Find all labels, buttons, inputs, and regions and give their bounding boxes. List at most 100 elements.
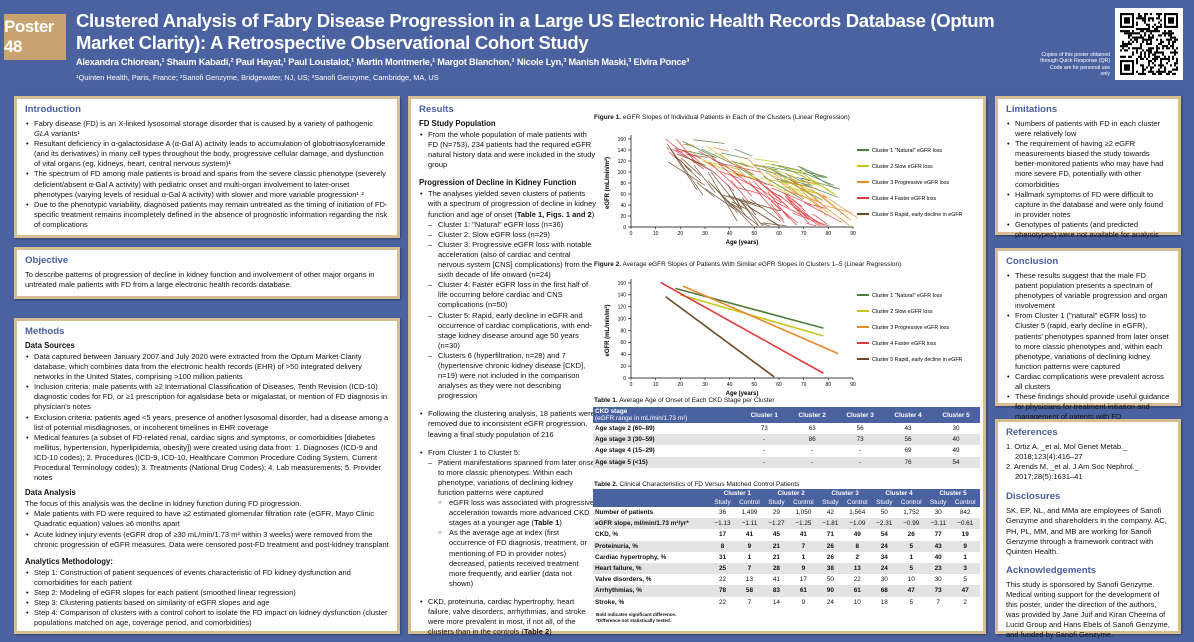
qr-module — [1150, 49, 1152, 52]
section-heading: Introduction — [25, 104, 81, 115]
qr-module — [1144, 38, 1146, 41]
subcolumn-header: Control — [896, 498, 926, 507]
qr-module — [1136, 57, 1138, 61]
qr-module — [1170, 45, 1172, 48]
qr-module — [1152, 34, 1154, 37]
qr-module — [1154, 64, 1156, 67]
qr-module — [1130, 34, 1132, 37]
y-tick-label: 20 — [620, 214, 626, 220]
qr-module — [1138, 13, 1140, 16]
data-sources-list: Data captured between January 2007 and J… — [25, 352, 389, 483]
qr-module — [1162, 47, 1164, 50]
qr-module — [1174, 62, 1176, 65]
y-tick-label: 20 — [620, 364, 626, 370]
qr-module — [1168, 42, 1170, 46]
table-cell: 77 — [934, 531, 942, 539]
qr-module — [1172, 40, 1174, 43]
qr-module — [1148, 23, 1150, 26]
table-cell: 38 — [818, 562, 843, 575]
list-item: Male patients with FD were required to h… — [25, 509, 389, 529]
list-item: Acute kidney injury events (eGFR drop of… — [25, 530, 389, 550]
table-row: Age stage 2 (60–89) 73 63 56 43 30 — [593, 423, 980, 434]
qr-module — [1156, 30, 1158, 33]
patient-slope-cluster-5 — [747, 201, 780, 212]
patient-slope-cluster-2 — [767, 182, 791, 196]
table-row: Cardiac hypertrophy, % 31 1 21 1 26 2 34 1 40 1 — [593, 552, 980, 563]
patient-slope-cluster-1 — [812, 174, 829, 179]
patient-slope-cluster-4 — [804, 202, 843, 223]
patient-slope-cluster-1 — [682, 140, 717, 159]
qr-module — [1162, 32, 1164, 35]
x-tick-label: 70 — [801, 382, 807, 388]
table-cell: 23 — [925, 562, 951, 575]
qr-code[interactable] — [1115, 8, 1183, 80]
qr-code-icon — [1120, 13, 1178, 75]
qr-module — [1170, 51, 1172, 54]
list-item: Numbers of patients with FD in each clus… — [1006, 119, 1170, 139]
patient-slope-cluster-3 — [809, 188, 827, 199]
qr-module — [1162, 70, 1164, 73]
patient-slope-cluster-4 — [747, 189, 762, 195]
table-cell: 2 — [963, 598, 967, 606]
y-tick-label: 40 — [620, 203, 626, 209]
qr-module — [1140, 34, 1142, 37]
qr-module — [1148, 19, 1150, 22]
subheading: Data Analysis — [25, 488, 76, 498]
qr-module — [1146, 66, 1148, 69]
table-cell: −1.25 — [788, 518, 819, 530]
table-cell: 9 — [788, 562, 819, 575]
qr-module — [1130, 42, 1132, 46]
qr-module — [1170, 36, 1172, 39]
qr-module — [1168, 57, 1170, 61]
patient-slope-cluster-5 — [710, 172, 748, 218]
column-header — [593, 489, 711, 498]
patient-slope-cluster-2 — [787, 185, 830, 214]
qr-module — [1140, 42, 1142, 46]
y-tick-label: 100 — [618, 316, 627, 322]
qr-module — [1132, 53, 1134, 56]
qr-module — [1174, 68, 1176, 71]
table-cell: - — [740, 434, 789, 446]
table-cell: 83 — [764, 585, 789, 597]
table-cell: 30 — [880, 576, 888, 584]
table-cell: 43 — [904, 425, 912, 433]
patient-slope-cluster-2 — [754, 158, 779, 163]
qr-module — [1150, 68, 1152, 71]
y-tick-label: 120 — [618, 159, 627, 165]
qr-module — [1158, 42, 1160, 46]
qr-module — [1144, 34, 1146, 37]
y-axis-label: eGFR (mL/min/m²) — [604, 157, 611, 209]
qr-module — [1140, 55, 1142, 58]
table-cell: 71 — [826, 531, 834, 539]
introduction-list: Fabry disease (FD) is an X-linked lysoso… — [25, 119, 389, 230]
x-tick-label: 90 — [850, 382, 856, 388]
qr-module — [1152, 19, 1154, 22]
table-cell: 73 — [836, 434, 885, 446]
qr-module — [1176, 57, 1178, 61]
table-cell: 8 — [842, 540, 873, 552]
table-cell: 1,050 — [795, 509, 812, 517]
patient-slope-cluster-3 — [719, 153, 735, 166]
row-label: eGFR slope, ml/min/1.73 m²/yr* — [593, 518, 711, 530]
qr-module — [1176, 60, 1178, 63]
patient-slope-cluster-3 — [712, 146, 729, 152]
table-cell: 7 — [734, 562, 765, 575]
column-header — [593, 498, 711, 507]
column-header: Cluster 4 — [884, 407, 933, 423]
qr-module — [1158, 17, 1160, 20]
patient-slope-cluster-4 — [675, 150, 713, 172]
reference-item: 1. Ortiz A, _et al. Mol Genet Metab._ 20… — [1006, 442, 1128, 462]
qr-module — [1160, 25, 1162, 28]
qr-module — [1142, 57, 1144, 61]
qr-module — [1164, 68, 1166, 71]
table-cell: 7 — [936, 598, 940, 606]
list-item: The requirement of having ≥2 eGFR measur… — [1006, 139, 1170, 189]
objective-panel: Objective To describe patterns of progre… — [14, 247, 400, 299]
qr-module — [1128, 47, 1130, 50]
qr-module — [1148, 17, 1150, 20]
qr-module — [1152, 30, 1154, 33]
table-cell: 22 — [853, 576, 861, 584]
qr-module — [1160, 23, 1162, 26]
y-tick-label: 60 — [620, 192, 626, 198]
patient-slope-cluster-4 — [770, 201, 798, 224]
